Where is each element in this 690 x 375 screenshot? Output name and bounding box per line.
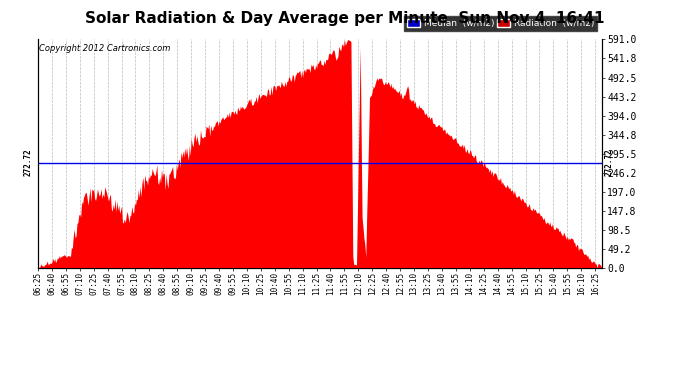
Text: 272.72: 272.72 <box>604 149 613 177</box>
Text: Solar Radiation & Day Average per Minute  Sun Nov 4  16:41: Solar Radiation & Day Average per Minute… <box>86 11 604 26</box>
Text: Copyright 2012 Cartronics.com: Copyright 2012 Cartronics.com <box>39 44 170 53</box>
Text: 272.72: 272.72 <box>23 149 32 177</box>
Legend: Median  (w/m2), Radiation  (w/m2): Median (w/m2), Radiation (w/m2) <box>404 16 597 31</box>
